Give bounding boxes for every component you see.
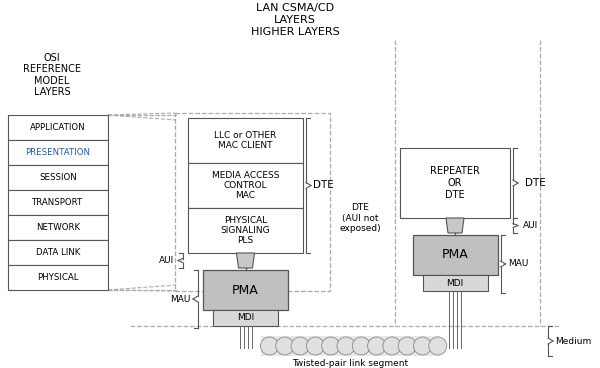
Bar [8,215,108,240]
Text: LLC or OTHER
MAC CLIENT: LLC or OTHER MAC CLIENT [214,131,277,150]
Ellipse shape [337,337,355,355]
Ellipse shape [398,337,416,355]
Polygon shape [236,253,254,268]
Bar [8,265,108,290]
Text: PMA: PMA [442,248,469,262]
Ellipse shape [352,337,370,355]
Text: PHYSICAL: PHYSICAL [37,273,79,282]
Text: OSI
REFERENCE
MODEL
LAYERS: OSI REFERENCE MODEL LAYERS [23,53,81,98]
Text: MEDIA ACCESS
CONTROL
MAC: MEDIA ACCESS CONTROL MAC [212,171,279,201]
Bar [188,208,303,253]
Text: AUI: AUI [523,221,539,230]
Text: DATA LINK: DATA LINK [36,248,80,257]
Text: MAU: MAU [508,259,529,269]
Bar [8,140,108,165]
Bar [188,163,303,208]
Bar [400,148,510,218]
Text: PMA: PMA [232,283,259,297]
Bar [8,165,108,190]
Text: Medium: Medium [555,336,591,346]
Polygon shape [446,218,464,233]
Text: LAN CSMA/CD
LAYERS: LAN CSMA/CD LAYERS [256,3,334,25]
Text: DTE
(AUI not
exposed): DTE (AUI not exposed) [339,203,381,233]
Ellipse shape [307,337,325,355]
Bar [213,310,278,326]
Bar [8,240,108,265]
Ellipse shape [260,337,278,355]
Bar [175,113,330,291]
Bar [203,270,288,310]
Text: MDI: MDI [237,314,254,322]
Text: NETWORK: NETWORK [36,223,80,232]
Ellipse shape [291,337,309,355]
Text: PHYSICAL
SIGNALING
PLS: PHYSICAL SIGNALING PLS [221,216,271,245]
Text: DTE: DTE [313,180,334,191]
Bar [422,275,487,291]
Ellipse shape [276,337,294,355]
Text: SESSION: SESSION [39,173,77,182]
Ellipse shape [322,337,340,355]
Ellipse shape [413,337,431,355]
Bar [413,235,497,275]
Bar [8,115,108,140]
Text: PRESENTATION: PRESENTATION [25,148,91,157]
Text: HIGHER LAYERS: HIGHER LAYERS [251,27,340,37]
Ellipse shape [429,337,447,355]
Bar [188,118,303,163]
Bar [260,336,440,356]
Bar [8,190,108,215]
Text: APPLICATION: APPLICATION [30,123,86,132]
Text: MDI: MDI [446,279,464,287]
Ellipse shape [383,337,401,355]
Text: MAU: MAU [170,294,190,304]
Text: TRANSPORT: TRANSPORT [32,198,83,207]
Text: Twisted-pair link segment: Twisted-pair link segment [292,360,409,368]
Text: AUI: AUI [160,256,175,265]
Text: DTE: DTE [524,178,545,188]
Text: REPEATER
OR
DTE: REPEATER OR DTE [430,166,480,199]
Ellipse shape [368,337,386,355]
